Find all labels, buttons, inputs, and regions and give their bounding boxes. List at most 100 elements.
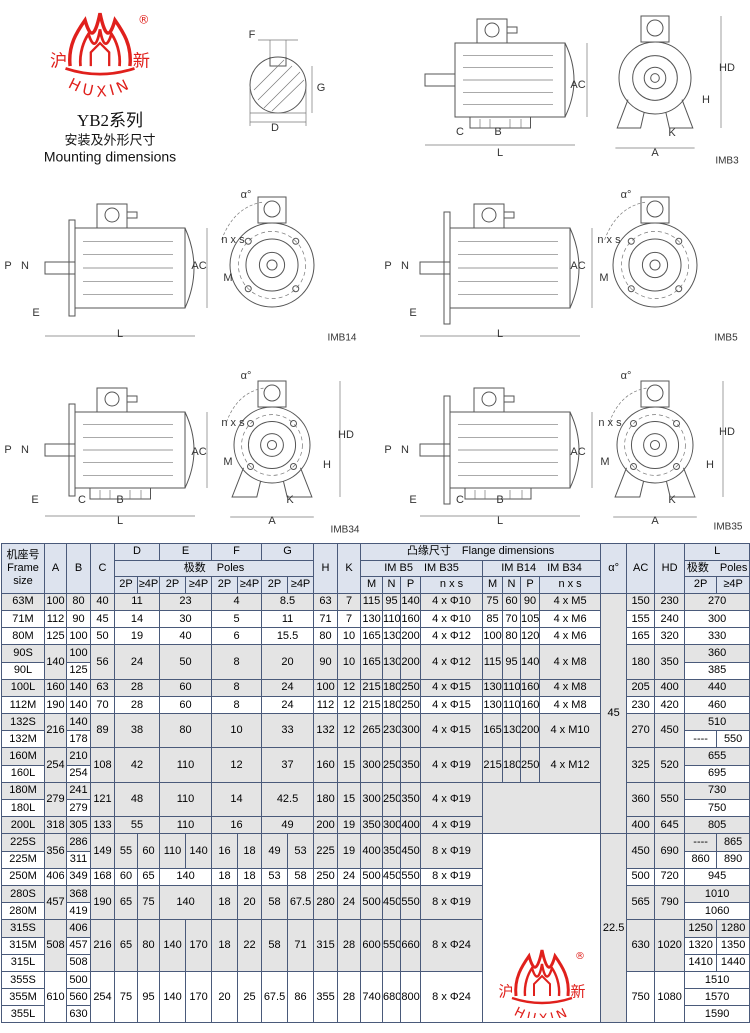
- table-cell: 216: [90, 919, 115, 972]
- table-cell: 70: [502, 609, 522, 629]
- table-cell: 85: [482, 609, 504, 629]
- end-view-shaft: [266, 439, 278, 451]
- table-cell: 300: [360, 747, 384, 783]
- table-cell: 80: [159, 713, 213, 749]
- table-cell: 130: [382, 644, 402, 680]
- table-cell: 112: [313, 695, 339, 715]
- table-cell: 115: [482, 644, 504, 680]
- terminal-cap: [481, 207, 497, 223]
- table-cell: 60: [114, 867, 138, 886]
- logo-flame: [513, 950, 570, 997]
- table-cell: 4 x M10: [539, 713, 602, 749]
- bolt-hole: [289, 462, 297, 470]
- terminal-box: [640, 380, 670, 408]
- table-cell: 279: [66, 799, 91, 818]
- table-cell: 80: [136, 919, 161, 972]
- table-cell: 550: [382, 919, 402, 972]
- terminal-cap: [263, 200, 281, 218]
- table-cell: 500: [360, 884, 384, 921]
- table-cell: 60: [502, 592, 522, 611]
- table-cell: 450: [400, 833, 422, 869]
- dim-label: HD: [719, 426, 735, 438]
- header-cell: ≥4P: [136, 576, 161, 594]
- table-cell: 105: [520, 609, 541, 629]
- dim-label: D: [271, 122, 279, 134]
- table-cell: 216: [44, 713, 67, 749]
- table-cell: 400: [400, 816, 422, 835]
- table-cell: 12: [337, 678, 362, 697]
- table-cell: 457: [66, 936, 91, 955]
- table-cell: 360: [684, 644, 750, 663]
- table-cell: 4 x M6: [539, 627, 602, 646]
- table-cell: 15.5: [261, 627, 315, 646]
- table-cell: 565: [626, 884, 656, 921]
- terminal-box: [257, 380, 287, 408]
- table-row: 315S 508 406 216 65 80 140 170 18 22 58 71 315 28 600 5…: [1, 919, 750, 972]
- table-cell: 4 x Φ19: [420, 747, 484, 783]
- table-cell: 200: [520, 713, 541, 749]
- dim-label: α°: [621, 189, 632, 201]
- table-cell: 7: [337, 609, 362, 629]
- flange: [443, 211, 451, 325]
- end-view-ring: [260, 433, 284, 457]
- table-cell: 8 x Φ19: [420, 867, 484, 886]
- table-cell: 318: [44, 816, 67, 835]
- table-cell: 720: [654, 867, 686, 886]
- table-cell: 8 x Φ19: [420, 884, 484, 921]
- header-cell: n x s: [420, 576, 484, 594]
- table-cell: 110: [159, 747, 213, 783]
- table-cell: 350: [400, 781, 422, 818]
- header-cell: B: [66, 543, 91, 594]
- logo-flame: [532, 975, 551, 997]
- bolt-hole: [292, 237, 300, 245]
- header-cell: N: [382, 576, 402, 594]
- foot-holes: [479, 119, 522, 128]
- table-cell: 80M: [1, 627, 45, 646]
- table-cell: 510: [684, 713, 750, 732]
- table-cell: 180: [382, 678, 402, 697]
- table-cell: 38: [113, 713, 161, 749]
- table-cell: 65: [114, 884, 138, 921]
- table-cell: 8 x Φ19: [420, 833, 484, 869]
- table-row: 80M 125 100 50 19 40 6 15.5 80 10 165 130 200 4 x Φ12…: [1, 627, 750, 646]
- table-cell: 71: [287, 919, 315, 972]
- table-cell: 60: [159, 695, 213, 715]
- dim-label: F: [249, 29, 256, 41]
- table-cell: 160: [520, 678, 541, 697]
- table-cell: 14: [211, 781, 263, 818]
- header-cell: AC: [626, 543, 656, 594]
- dim-label: E: [31, 494, 38, 506]
- header-cell: N: [502, 576, 522, 594]
- table-cell: 1020: [654, 919, 686, 972]
- terminal-box: [257, 196, 287, 224]
- table-cell: 508: [44, 919, 67, 972]
- table-cell: 90: [313, 644, 339, 680]
- table-cell: 300: [382, 816, 402, 835]
- table-cell: 95: [502, 644, 522, 680]
- table-cell: 350: [400, 747, 422, 783]
- table-cell: 50: [90, 627, 115, 646]
- logo-char: 沪: [50, 52, 67, 72]
- table-cell: 630: [66, 1005, 91, 1024]
- table-cell: 160M: [1, 747, 45, 766]
- table-cell: 890: [716, 850, 750, 869]
- table-cell: 215: [360, 678, 384, 697]
- dim-label: A: [651, 515, 659, 527]
- table-cell: 254: [44, 747, 67, 783]
- table-cell: 165: [360, 644, 384, 680]
- table-cell: 457: [44, 884, 67, 921]
- table-cell: 225S: [1, 833, 45, 852]
- table-cell: 28: [337, 970, 362, 1024]
- logo-flame: [89, 41, 111, 67]
- table-cell: 1080: [654, 970, 686, 1024]
- header-cell: H: [313, 543, 339, 594]
- header-cell: P: [520, 576, 541, 594]
- table-cell: 170: [185, 970, 213, 1024]
- table-cell: 320: [654, 627, 686, 646]
- table-cell: 22.5: [600, 833, 628, 1024]
- dim-label: N: [401, 260, 409, 272]
- table-cell: 55: [113, 816, 161, 835]
- end-view: [612, 222, 698, 308]
- table-cell: 315L: [1, 953, 45, 972]
- table-cell: 1250: [684, 919, 718, 938]
